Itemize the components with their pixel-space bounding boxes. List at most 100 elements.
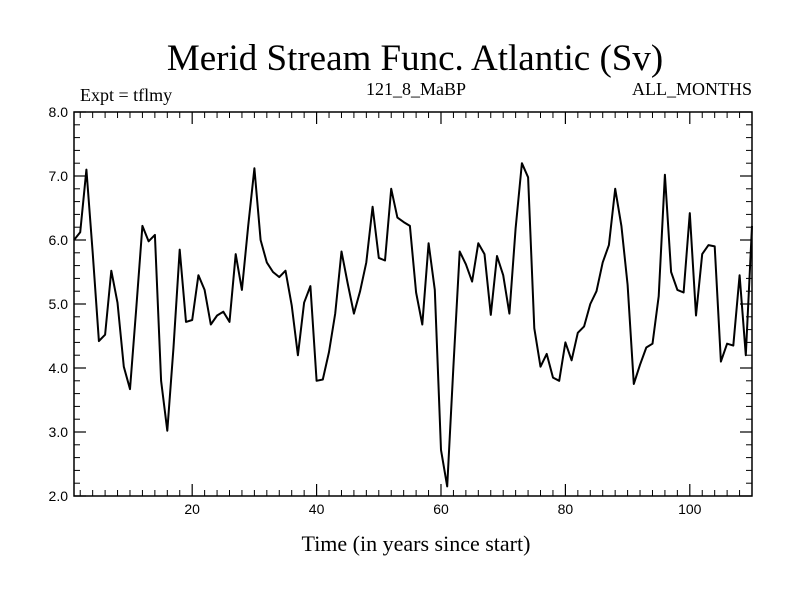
data-point xyxy=(409,225,411,227)
data-point xyxy=(104,334,106,336)
data-point xyxy=(546,353,548,355)
y-axis: 2.0 3.0 4.0 5.0 6.0 7.0 8.0 xyxy=(49,104,752,504)
data-point xyxy=(502,274,504,276)
data-point xyxy=(595,290,597,292)
data-point xyxy=(135,308,137,310)
data-point xyxy=(340,251,342,253)
data-point xyxy=(434,289,436,291)
data-point xyxy=(216,315,218,317)
data-point xyxy=(583,325,585,327)
data-point xyxy=(515,227,517,229)
series-line xyxy=(73,162,753,488)
data-point xyxy=(484,253,486,255)
data-point xyxy=(353,313,355,315)
data-point xyxy=(707,244,709,246)
data-point xyxy=(452,366,454,368)
period-label: 121_8_MaBP xyxy=(366,79,466,99)
data-point xyxy=(676,289,678,291)
chart-title: Merid Stream Func. Atlantic (Sv) xyxy=(167,38,663,79)
x-axis-label: Time (in years since start) xyxy=(302,531,531,556)
data-point xyxy=(658,295,660,297)
data-point xyxy=(527,176,529,178)
x-tick-label: 60 xyxy=(433,501,449,517)
data-point xyxy=(645,347,647,349)
y-tick-label: 5.0 xyxy=(49,296,69,312)
data-point xyxy=(110,270,112,272)
data-point xyxy=(608,244,610,246)
data-point xyxy=(123,366,125,368)
data-point xyxy=(334,313,336,315)
data-point xyxy=(421,323,423,325)
months-label: ALL_MONTHS xyxy=(632,79,752,99)
data-point xyxy=(720,361,722,363)
data-point xyxy=(533,327,535,329)
data-point xyxy=(521,162,523,164)
data-point xyxy=(726,343,728,345)
data-point xyxy=(291,304,293,306)
data-point xyxy=(328,351,330,353)
data-point xyxy=(564,341,566,343)
data-point xyxy=(229,321,231,323)
data-point xyxy=(415,291,417,293)
data-point xyxy=(166,430,168,432)
x-axis: 20 40 60 80 100 xyxy=(79,112,753,517)
y-tick-label: 2.0 xyxy=(49,488,69,504)
data-point xyxy=(384,259,386,261)
data-point xyxy=(322,379,324,381)
data-point xyxy=(490,314,492,316)
data-point xyxy=(278,276,280,278)
data-point xyxy=(191,319,193,321)
data-point xyxy=(701,253,703,255)
data-point xyxy=(390,188,392,190)
data-point xyxy=(148,240,150,242)
data-point xyxy=(695,315,697,317)
data-point xyxy=(179,249,181,251)
data-point xyxy=(577,332,579,334)
data-point xyxy=(222,311,224,313)
data-point xyxy=(316,380,318,382)
data-point xyxy=(347,283,349,285)
y-tick-label: 8.0 xyxy=(49,104,69,120)
data-point xyxy=(235,253,237,255)
y-tick-label: 4.0 xyxy=(49,360,69,376)
data-point xyxy=(540,366,542,368)
data-point xyxy=(403,221,405,223)
data-point xyxy=(446,485,448,487)
x-tick-label: 20 xyxy=(184,501,200,517)
data-point xyxy=(79,231,81,233)
data-point xyxy=(664,174,666,176)
data-point xyxy=(365,261,367,263)
data-point xyxy=(85,169,87,171)
data-point xyxy=(732,345,734,347)
data-point xyxy=(160,380,162,382)
data-point xyxy=(98,340,100,342)
data-point xyxy=(284,270,286,272)
data-point xyxy=(378,257,380,259)
data-point xyxy=(359,290,361,292)
data-point xyxy=(117,302,119,304)
data-point xyxy=(303,302,305,304)
data-point xyxy=(552,377,554,379)
data-point xyxy=(459,251,461,253)
x-tick-label: 100 xyxy=(678,501,702,517)
plot-frame xyxy=(73,111,753,497)
experiment-label: Expt = tflmy xyxy=(80,85,172,105)
data-point xyxy=(260,239,262,241)
data-point xyxy=(477,242,479,244)
data-point xyxy=(689,212,691,214)
y-tick-label: 3.0 xyxy=(49,424,69,440)
data-point xyxy=(241,289,243,291)
data-point xyxy=(739,274,741,276)
data-point xyxy=(496,255,498,257)
data-point xyxy=(247,225,249,227)
data-point xyxy=(714,245,716,247)
data-point xyxy=(396,217,398,219)
data-point xyxy=(185,321,187,323)
data-point xyxy=(627,284,629,286)
data-point xyxy=(471,281,473,283)
x-tick-label: 40 xyxy=(309,501,325,517)
data-point xyxy=(372,206,374,208)
data-point xyxy=(639,364,641,366)
data-point xyxy=(465,263,467,265)
